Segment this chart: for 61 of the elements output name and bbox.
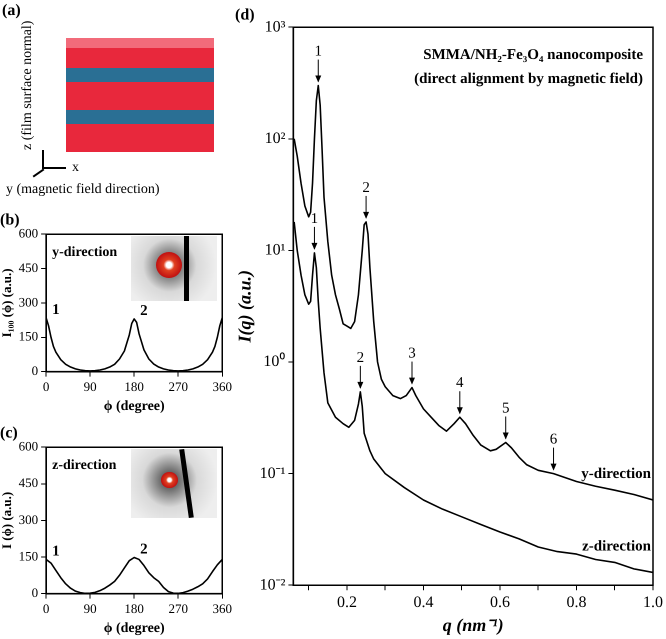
x-tick-label: 0.8	[566, 594, 586, 612]
y-tick-label: 10⁻¹	[260, 464, 286, 482]
y-tick-label: 450	[18, 475, 38, 490]
y-tick-label: 10²	[264, 130, 286, 148]
x-axis-title: ϕ (degree)	[104, 399, 165, 414]
x-axis-title: ϕ (degree)	[104, 621, 165, 636]
chart-title: (d)	[235, 6, 255, 24]
annotation: 3	[408, 346, 416, 362]
x-tick-label: 180	[124, 378, 144, 394]
x-tick-label: 180	[124, 600, 144, 616]
text: x	[72, 160, 79, 176]
y-tick-label: 300	[18, 294, 38, 310]
annotation: 6	[550, 432, 558, 448]
annotation: 4	[456, 375, 464, 392]
y-axis-title: I₁₀₀ (ϕ) (a.u.)	[0, 268, 14, 338]
annotation: y-direction	[52, 245, 118, 260]
x-tick-label: 270	[168, 378, 188, 394]
x-tick-label: 270	[168, 600, 188, 616]
annotation: 1	[310, 210, 318, 227]
x-tick-label: 90	[84, 378, 97, 394]
y-tick-label: 600	[18, 438, 38, 454]
annotation: (direct alignment by magnetic field)	[414, 71, 643, 88]
y-tick-label: 10¹	[264, 242, 286, 259]
annotation: z-direction	[52, 458, 117, 474]
y-tick-label: 10⁰	[263, 352, 286, 370]
y-tick-label: 600	[18, 226, 38, 241]
annotation: 2	[140, 541, 148, 558]
y-axis-title: I (ϕ) (a.u.)	[0, 492, 14, 550]
annotation: 2	[362, 180, 370, 196]
y-tick-label: 150	[18, 548, 38, 564]
y-tick-label: 450	[18, 260, 38, 275]
x-tick-label: 0.6	[490, 594, 510, 612]
annotation: 2	[356, 350, 364, 366]
x-tick-label: 0.4	[413, 594, 434, 612]
text: (a)	[2, 2, 21, 20]
text: y (magnetic field direction)	[6, 182, 160, 198]
annotation: 5	[502, 400, 510, 416]
annotation: SMMA/NH₂-Fe₃O₄ nanocomposite	[423, 47, 644, 64]
annotation: 1	[52, 543, 60, 560]
x-tick-label: 0	[42, 600, 50, 616]
annotation: 2	[140, 302, 148, 319]
x-axis-title: q (nm⁻¹)	[442, 614, 504, 635]
text: z (film surface normal)	[20, 20, 36, 150]
legend-label: y-direction	[581, 466, 652, 482]
x-tick-label: 0	[42, 378, 50, 394]
y-tick-label: 10³	[264, 18, 286, 36]
annotation: 1	[52, 302, 60, 318]
series-label: z-direction	[582, 538, 652, 554]
chart-title: (b)	[0, 212, 20, 229]
y-tick-label: 0	[32, 363, 38, 378]
y-tick-label: 150	[18, 328, 38, 344]
chart-title: (c)	[0, 424, 18, 442]
x-tick-label: 0.2	[336, 594, 357, 612]
annotation: 1	[314, 44, 322, 60]
x-tick-label: 90	[84, 600, 97, 616]
x-tick-label: 360	[212, 600, 232, 616]
x-tick-label: 360	[212, 378, 232, 394]
y-axis-title: I(q) (a.u.)	[234, 270, 254, 344]
x-tick-label: 1.0	[643, 594, 663, 612]
y-tick-label: 300	[18, 512, 38, 527]
y-tick-label: 10⁻²	[260, 576, 286, 594]
